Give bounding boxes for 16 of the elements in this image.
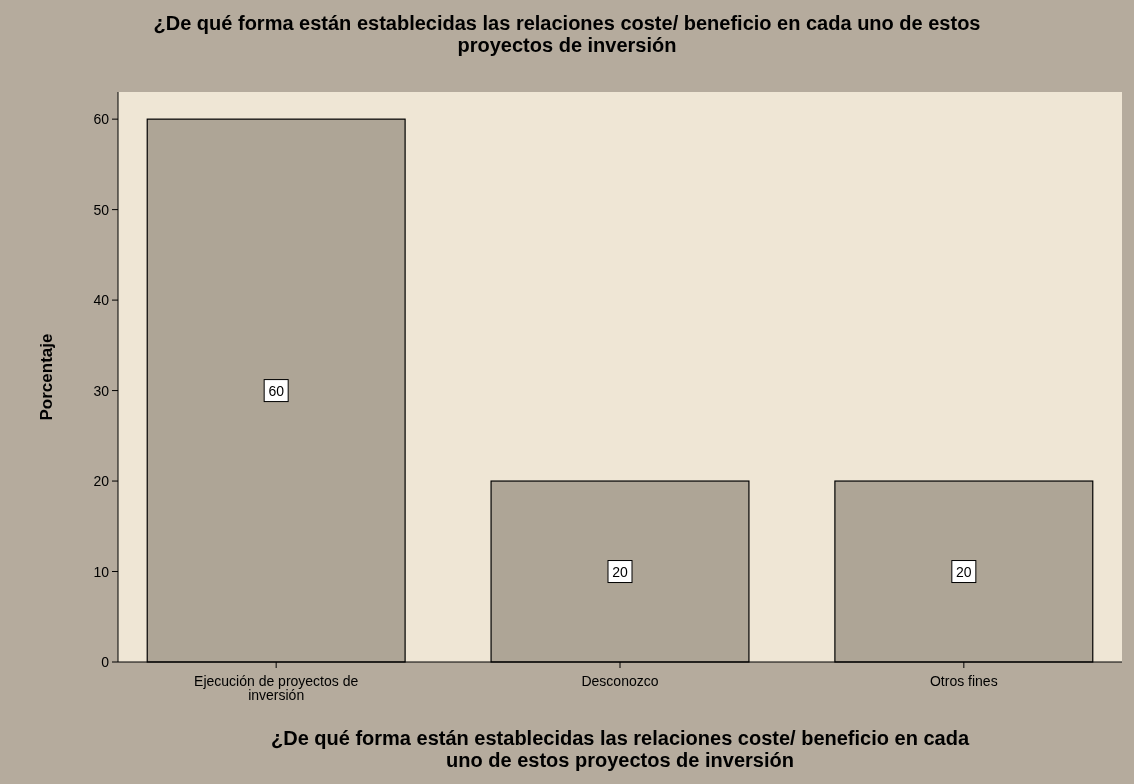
x-axis-title: ¿De qué forma están establecidas las relaciones coste/ beneficio en cada uno de estos proyectos de inversión: [270, 727, 970, 771]
y-tick-label: 40: [93, 292, 110, 309]
y-tick-label: 0: [101, 654, 110, 670]
y-tick-label: 10: [93, 563, 110, 580]
y-tick-label: 30: [93, 382, 110, 399]
data-label: 20: [956, 563, 972, 580]
data-label: 20: [612, 563, 628, 580]
y-tick-label: 50: [93, 201, 110, 218]
x-tick-label: Desconozco: [581, 673, 659, 689]
x-tick-label: Otros fines: [929, 673, 998, 689]
data-label: 60: [268, 382, 285, 399]
y-axis-title: Porcentaje: [37, 333, 56, 421]
y-tick-label: 20: [93, 473, 110, 490]
y-tick-label: 60: [93, 111, 110, 128]
chart-title: ¿De qué forma están establecidas las relaciones coste/ beneficio en cada uno de estos proyectos de inversión: [153, 12, 981, 56]
x-tick-label: Ejecución de proyectos de inversión: [194, 673, 359, 703]
